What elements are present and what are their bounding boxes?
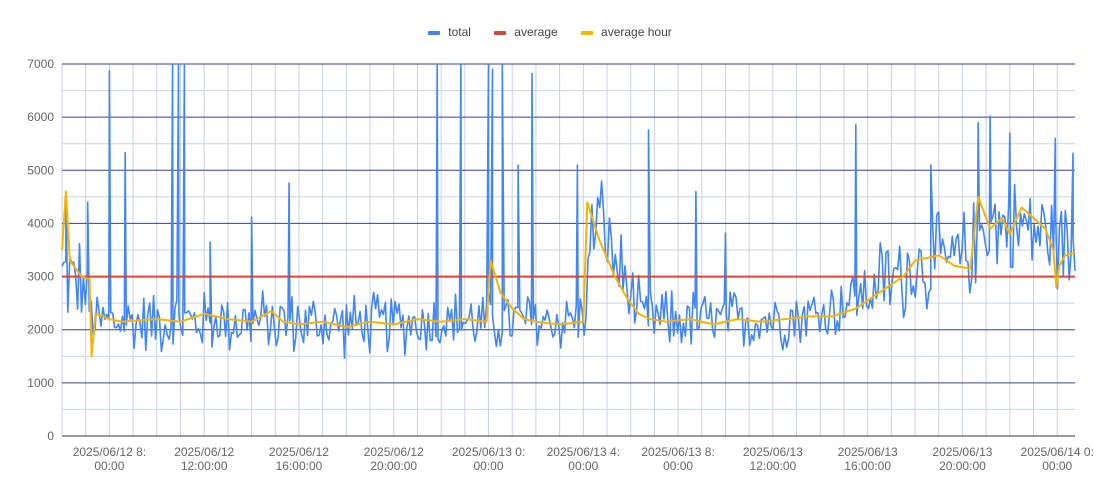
chart-grid	[61, 63, 1075, 437]
x-tick-label-line2: 00:00	[663, 459, 693, 473]
y-tick-label: 0	[47, 429, 54, 443]
x-tick-label-line1: 2025/06/12	[269, 445, 329, 459]
y-tick-label: 5000	[27, 163, 54, 177]
x-tick-label-line1: 2025/06/13	[838, 445, 898, 459]
x-tick-label-line2: 20:00:00	[370, 459, 417, 473]
x-tick-label-line1: 2025/06/12	[174, 445, 234, 459]
x-tick-label-line1: 2025/06/13 4:	[547, 445, 620, 459]
legend-item-average[interactable]: average	[494, 24, 558, 39]
series-average-hour	[61, 190, 1076, 358]
x-tick-label-line2: 16:00:00	[844, 459, 891, 473]
legend-label-total: total	[448, 24, 471, 39]
series-total	[61, 63, 1076, 359]
legend-swatch-average-hour	[581, 30, 594, 35]
legend-swatch-average	[494, 30, 507, 35]
x-axis-labels: 2025/06/12 8:00:002025/06/1212:00:002025…	[73, 445, 1094, 473]
x-tick-label-line2: 00:00	[94, 459, 124, 473]
x-tick-label-line2: 20:00:00	[939, 459, 986, 473]
x-tick-label-line1: 2025/06/13	[932, 445, 992, 459]
x-tick-label-line1: 2025/06/13	[743, 445, 803, 459]
x-tick-label-line2: 00:00	[568, 459, 598, 473]
x-tick-label-line1: 2025/06/14 0:	[1021, 445, 1094, 459]
x-tick-label-line2: 00:00	[474, 459, 504, 473]
x-tick-label-line2: 12:00:00	[181, 459, 228, 473]
x-tick-label-line1: 2025/06/12	[364, 445, 424, 459]
legend-swatch-total	[428, 30, 441, 35]
y-tick-label: 1000	[27, 376, 54, 390]
x-tick-label-line2: 16:00:00	[276, 459, 323, 473]
legend-label-average: average	[514, 24, 558, 39]
legend-item-total[interactable]: total	[428, 25, 471, 39]
x-tick-label-line1: 2025/06/13 0:	[452, 445, 525, 459]
chart-legend: total average average hour	[0, 24, 1100, 39]
y-tick-label: 6000	[27, 110, 54, 124]
x-tick-label-line2: 00:00	[1042, 459, 1072, 473]
legend-label-average-hour: average hour	[601, 24, 672, 39]
average-hour-series-line	[61, 190, 1076, 358]
y-axis-labels: 0 1000 2000 3000 4000 5000 6000 7000	[27, 57, 54, 443]
x-tick-label-line2: 12:00:00	[750, 459, 797, 473]
y-tick-label: 3000	[27, 270, 54, 284]
y-tick-label: 7000	[27, 57, 54, 71]
legend-item-average-hour[interactable]: average hour	[581, 25, 672, 39]
y-tick-label: 4000	[27, 216, 54, 230]
total-series-line	[61, 63, 1076, 359]
x-tick-label-line1: 2025/06/13 8:	[641, 445, 714, 459]
y-tick-label: 2000	[27, 323, 54, 337]
x-tick-label-line1: 2025/06/12 8:	[73, 445, 146, 459]
